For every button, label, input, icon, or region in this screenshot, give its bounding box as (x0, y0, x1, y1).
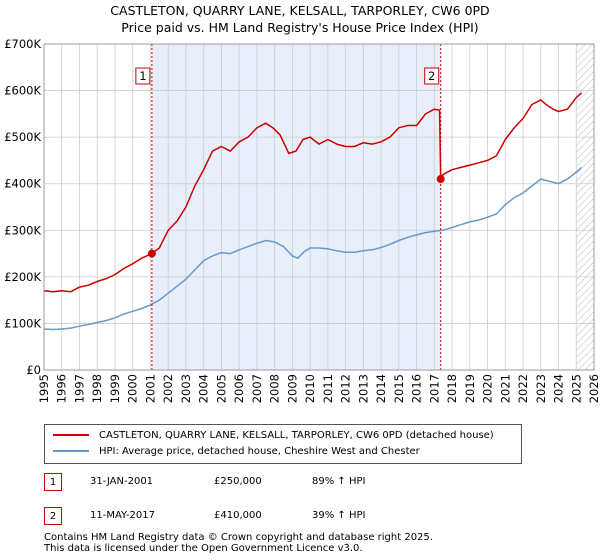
hpi-series-line (43, 166, 583, 331)
y-tick-label: £100K (4, 316, 41, 330)
legend-item-property: CASTLETON, QUARRY LANE, KELSALL, TARPORL… (53, 430, 494, 441)
sale-hpi-change: 89% ↑ HPI (312, 476, 366, 487)
x-tick-label: 2008 (268, 374, 282, 403)
x-tick-label: 2004 (197, 374, 211, 403)
plot-frame (43, 43, 595, 371)
legend-item-hpi: HPI: Average price, detached house, Ches… (53, 446, 420, 457)
footer: Contains HM Land Registry data © Crown c… (44, 532, 433, 554)
legend-swatch-hpi (53, 450, 89, 452)
x-tick-label: 1999 (108, 374, 122, 403)
x-tick-label: 1998 (90, 374, 104, 403)
x-tick-label: 2019 (463, 374, 477, 403)
x-tick-label: 2021 (498, 374, 512, 403)
x-tick-label: 2013 (356, 374, 370, 403)
sale-marker-label: 1 (139, 69, 146, 83)
sale-marker-badge: 1 (44, 473, 62, 491)
x-tick-label: 2009 (285, 374, 299, 403)
x-tick-label: 2005 (214, 374, 228, 403)
title-line-1: CASTLETON, QUARRY LANE, KELSALL, TARPORL… (110, 3, 490, 18)
price-chart: 1 2 £0 £100K £200K £300K £400K £500K £600K £700K… (4, 37, 600, 403)
x-tick-label: 2026 (587, 374, 600, 403)
x-tick-label: 2003 (179, 374, 193, 403)
legend: CASTLETON, QUARRY LANE, KELSALL, TARPORL… (44, 424, 522, 464)
x-tick-label: 2025 (569, 374, 583, 403)
x-tick-label: 2023 (534, 374, 548, 403)
sale-marker-label: 2 (428, 69, 435, 83)
x-tick-label: 2022 (516, 374, 530, 403)
y-tick-label: £0 (26, 363, 41, 377)
x-tick-label: 2006 (232, 374, 246, 403)
legend-label-hpi: HPI: Average price, detached house, Ches… (99, 446, 420, 457)
x-tick-label: 2016 (410, 374, 424, 403)
x-tick-label: 2018 (445, 374, 459, 403)
future-hatched-region (576, 44, 594, 370)
x-tick-label: 2001 (143, 374, 157, 403)
title-line-2: Price paid vs. HM Land Registry's House … (121, 20, 479, 35)
y-tick-label: £500K (4, 130, 41, 144)
y-tick-label: £400K (4, 177, 41, 191)
sale-date: 11-MAY-2017 (90, 510, 156, 521)
x-tick-label: 1997 (72, 374, 86, 403)
legend-label-property: CASTLETON, QUARRY LANE, KELSALL, TARPORL… (99, 430, 494, 441)
chart-title: CASTLETON, QUARRY LANE, KELSALL, TARPORL… (0, 2, 600, 36)
property-series-line (43, 92, 583, 293)
x-tick-label: 2002 (161, 374, 175, 403)
x-tick-label: 2011 (321, 374, 335, 403)
y-tick-label: £600K (4, 84, 41, 98)
sale-date: 31-JAN-2001 (90, 476, 154, 487)
legend-swatch-property (53, 434, 89, 436)
sale-point (436, 175, 445, 184)
x-tick-label: 2024 (552, 374, 566, 403)
sale-marker-badge: 2 (44, 507, 62, 525)
x-tick-label: 2020 (481, 374, 495, 403)
x-tick-label: 2014 (374, 374, 388, 403)
x-tick-label: 2000 (126, 374, 140, 403)
sale-marker-box (424, 67, 440, 85)
x-tick-label: 1996 (55, 374, 69, 403)
y-tick-label: £700K (4, 37, 41, 51)
sale-price: £250,000 (214, 476, 262, 487)
footer-line-1: Contains HM Land Registry data © Crown c… (44, 532, 433, 543)
x-tick-label: 1995 (37, 374, 51, 403)
y-tick-label: £300K (4, 223, 41, 237)
x-tick-label: 2010 (303, 374, 317, 403)
sale-marker-box (135, 67, 151, 85)
sale-point (147, 249, 156, 258)
x-tick-label: 2015 (392, 374, 406, 403)
y-tick-label: £200K (4, 270, 41, 284)
ownership-period-shade (151, 44, 441, 370)
sale-hpi-change: 39% ↑ HPI (312, 510, 366, 521)
footer-line-2: This data is licensed under the Open Gov… (44, 543, 363, 554)
x-tick-label: 2012 (339, 374, 353, 403)
x-tick-label: 2007 (250, 374, 264, 403)
sale-price: £410,000 (214, 510, 262, 521)
x-tick-label: 2017 (427, 374, 441, 403)
